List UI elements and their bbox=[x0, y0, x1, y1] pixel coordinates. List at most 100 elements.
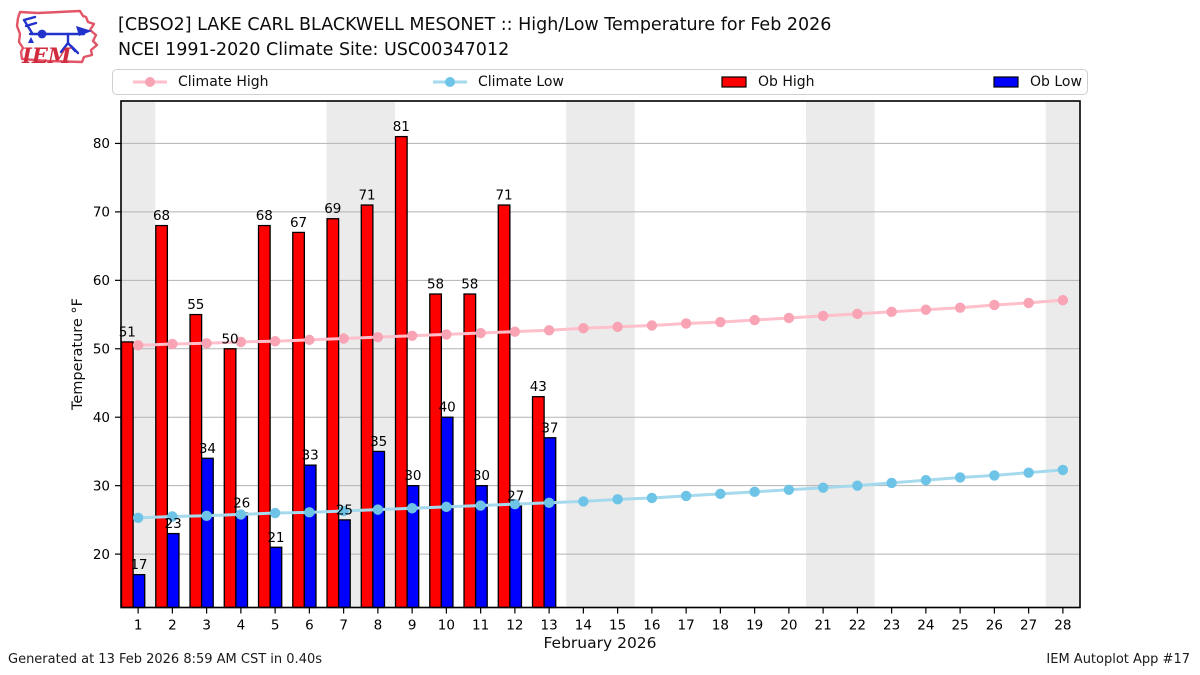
x-tick-label: 7 bbox=[339, 618, 348, 634]
ob-low-bar bbox=[509, 505, 523, 609]
line-marker bbox=[201, 510, 212, 521]
line-marker bbox=[304, 507, 315, 518]
y-tick-label: 60 bbox=[93, 273, 110, 289]
ob-high-swatch-icon bbox=[721, 76, 747, 88]
line-marker bbox=[475, 500, 486, 511]
ob-high-bar bbox=[223, 348, 237, 609]
x-axis-title: February 2026 bbox=[543, 634, 657, 652]
x-tick-label: 13 bbox=[541, 618, 558, 634]
chart-header: [CBSO2] LAKE CARL BLACKWELL MESONET :: H… bbox=[118, 13, 831, 63]
legend-item-climate-high: Climate High bbox=[131, 74, 269, 90]
ob-high-bar bbox=[394, 135, 408, 609]
ob-high-bar bbox=[257, 224, 271, 609]
x-tick-label: 12 bbox=[506, 618, 523, 634]
line-marker bbox=[406, 503, 418, 514]
weathervane-icon bbox=[22, 15, 92, 55]
x-tick-label: 14 bbox=[575, 618, 592, 634]
ob-low-value-label: 33 bbox=[302, 448, 319, 464]
line-marker bbox=[817, 482, 829, 493]
iowa-outline-shape bbox=[15, 9, 99, 64]
weekend-band bbox=[1045, 101, 1080, 608]
iem-logo: IEM bbox=[8, 4, 108, 68]
line-marker bbox=[201, 338, 212, 349]
line-marker bbox=[167, 338, 178, 350]
ob-low-value-label: 30 bbox=[404, 468, 421, 484]
line-marker bbox=[372, 504, 384, 515]
ob-low-bar bbox=[200, 457, 214, 609]
x-tick-label: 5 bbox=[271, 618, 280, 634]
ob-low-bar bbox=[269, 546, 283, 609]
footer-app-text: IEM Autoplot App #17 bbox=[1046, 652, 1190, 667]
ob-high-bar bbox=[189, 313, 203, 609]
y-tick-label: 20 bbox=[93, 547, 110, 563]
line-marker bbox=[543, 497, 555, 508]
page-title: [CBSO2] LAKE CARL BLACKWELL MESONET :: H… bbox=[118, 15, 832, 35]
y-tick-label: 70 bbox=[93, 205, 110, 221]
x-tick-label: 3 bbox=[202, 618, 211, 634]
line-marker bbox=[132, 512, 144, 524]
x-tick-label: 28 bbox=[1054, 618, 1071, 634]
x-tick-label: 4 bbox=[237, 618, 246, 634]
ob-high-value-label: 71 bbox=[495, 188, 512, 204]
line-marker bbox=[441, 501, 452, 513]
ob-low-value-label: 25 bbox=[336, 502, 353, 518]
line-marker bbox=[543, 325, 555, 336]
line-marker bbox=[441, 329, 452, 340]
legend-label: Climate Low bbox=[478, 74, 564, 90]
ob-low-bar bbox=[235, 512, 249, 609]
ob-low-bar bbox=[166, 532, 180, 609]
ob-high-value-label: 55 bbox=[187, 297, 204, 313]
line-marker bbox=[954, 302, 966, 313]
ob-low-value-label: 26 bbox=[233, 496, 250, 512]
ob-high-bar bbox=[326, 218, 340, 609]
line-marker bbox=[132, 340, 144, 351]
line-marker bbox=[680, 318, 692, 329]
ob-high-bar bbox=[497, 204, 511, 609]
ob-low-bar bbox=[543, 437, 557, 609]
line-marker bbox=[646, 492, 658, 504]
ob-low-value-label: 21 bbox=[267, 530, 284, 546]
ob-high-value-label: 68 bbox=[153, 208, 170, 224]
line-marker bbox=[612, 494, 623, 505]
line-marker bbox=[920, 304, 932, 315]
x-tick-label: 18 bbox=[712, 618, 729, 634]
y-tick-label: 50 bbox=[93, 342, 110, 358]
line-marker bbox=[1057, 294, 1069, 306]
line-marker bbox=[749, 314, 760, 326]
ob-high-bar bbox=[429, 293, 443, 609]
weekend-band bbox=[566, 101, 635, 608]
ob-low-value-label: 27 bbox=[507, 489, 524, 505]
line-marker bbox=[338, 505, 349, 517]
x-tick-label: 27 bbox=[1020, 618, 1037, 634]
x-tick-label: 25 bbox=[952, 618, 969, 634]
y-tick-label: 30 bbox=[93, 478, 110, 494]
line-marker bbox=[304, 334, 315, 346]
ob-high-bar bbox=[360, 204, 374, 609]
line-marker bbox=[509, 498, 521, 510]
ob-low-value-label: 34 bbox=[199, 441, 216, 457]
x-tick-label: 8 bbox=[374, 618, 383, 634]
ob-low-value-label: 30 bbox=[473, 468, 490, 484]
line-marker bbox=[612, 321, 623, 333]
x-tick-label: 1 bbox=[134, 618, 143, 634]
x-tick-label: 21 bbox=[815, 618, 832, 634]
ob-high-value-label: 69 bbox=[324, 201, 341, 217]
climate-low-line-icon bbox=[433, 77, 467, 87]
x-tick-label: 6 bbox=[305, 618, 314, 634]
line-marker bbox=[269, 507, 281, 519]
x-tick-label: 19 bbox=[746, 618, 763, 634]
x-tick-label: 24 bbox=[917, 618, 934, 634]
line-marker bbox=[167, 511, 178, 522]
ob-high-value-label: 58 bbox=[427, 277, 444, 293]
line-marker bbox=[715, 316, 726, 328]
line-marker bbox=[235, 509, 247, 520]
x-tick-label: 15 bbox=[609, 618, 626, 634]
ob-high-bar bbox=[463, 293, 477, 609]
line-marker bbox=[646, 320, 658, 331]
line-marker bbox=[1023, 467, 1034, 478]
ob-high-value-label: 51 bbox=[119, 324, 136, 340]
ob-low-bar bbox=[132, 573, 146, 609]
ob-low-bar bbox=[303, 464, 317, 609]
ob-low-bar bbox=[372, 450, 386, 609]
